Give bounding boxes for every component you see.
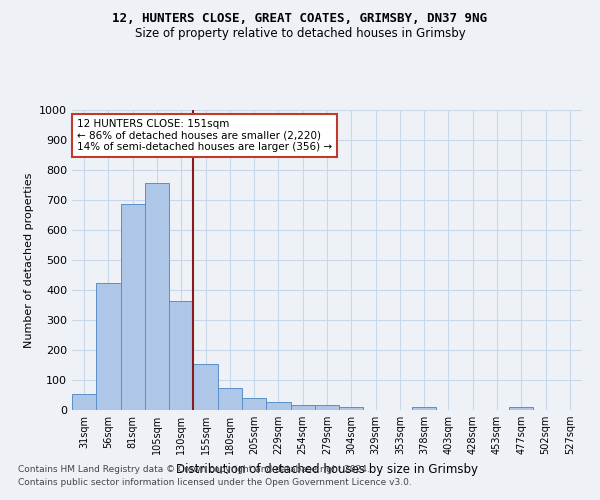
Bar [266, 402, 290, 410]
Bar [290, 404, 315, 410]
Text: 12 HUNTERS CLOSE: 151sqm
← 86% of detached houses are smaller (2,220)
14% of sem: 12 HUNTERS CLOSE: 151sqm ← 86% of detach… [77, 119, 332, 152]
Bar [509, 407, 533, 410]
Bar [218, 388, 242, 410]
Y-axis label: Number of detached properties: Number of detached properties [23, 172, 34, 348]
Text: 12, HUNTERS CLOSE, GREAT COATES, GRIMSBY, DN37 9NG: 12, HUNTERS CLOSE, GREAT COATES, GRIMSBY… [113, 12, 487, 26]
Bar [169, 300, 193, 410]
Bar [72, 394, 96, 410]
Text: Size of property relative to detached houses in Grimsby: Size of property relative to detached ho… [134, 28, 466, 40]
Bar [145, 182, 169, 410]
Bar [193, 364, 218, 410]
Bar [412, 407, 436, 410]
Bar [315, 404, 339, 410]
Bar [121, 204, 145, 410]
Text: Contains HM Land Registry data © Crown copyright and database right 2024.: Contains HM Land Registry data © Crown c… [18, 466, 370, 474]
Bar [96, 283, 121, 410]
Bar [339, 407, 364, 410]
Text: Contains public sector information licensed under the Open Government Licence v3: Contains public sector information licen… [18, 478, 412, 487]
X-axis label: Distribution of detached houses by size in Grimsby: Distribution of detached houses by size … [176, 462, 478, 475]
Bar [242, 398, 266, 410]
